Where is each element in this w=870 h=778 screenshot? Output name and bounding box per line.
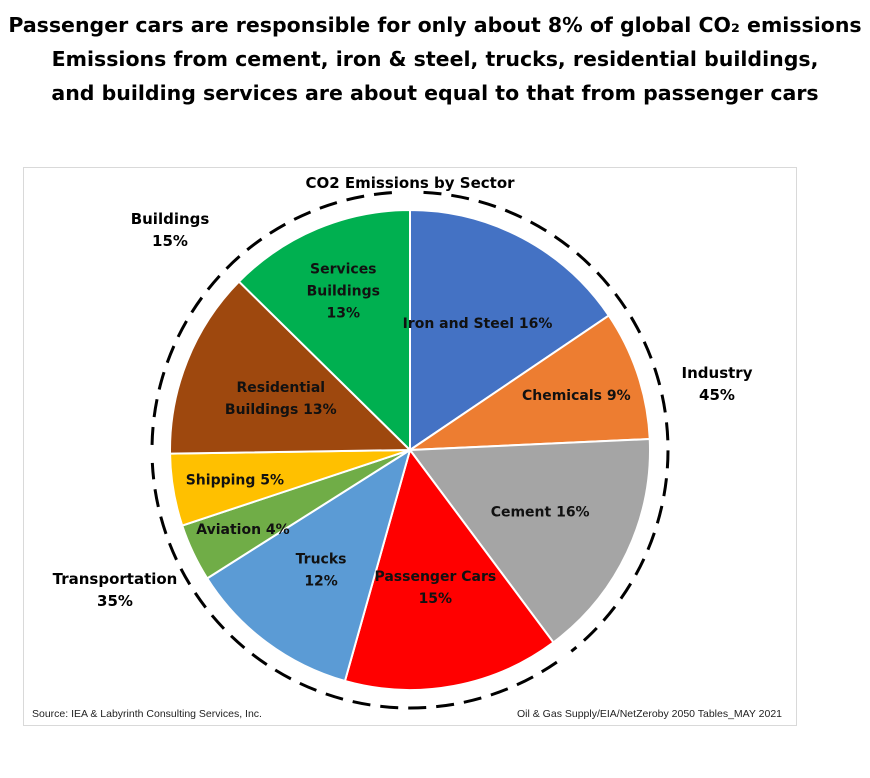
headline-line-2: Emissions from cement, iron & steel, tru… [51, 47, 819, 71]
slice-label-passenger: Passenger Cars 15% [374, 569, 496, 607]
pie-slice-trucks [205, 447, 412, 683]
slice-label-aviation: Aviation 4% [196, 522, 289, 538]
group-label-transportation: Transportation 35% [40, 568, 190, 612]
pie-slice-cement [408, 437, 651, 644]
group-name-buildings: Buildings [130, 210, 210, 228]
pie-slice-residential [169, 280, 413, 455]
headline-line-3: and building services are about equal to… [51, 81, 819, 105]
source-right: Oil & Gas Supply/EIA/NetZeroby 2050 Tabl… [517, 708, 782, 720]
group-label-industry: Industry 45% [672, 362, 762, 406]
slice-label-iron: Iron and Steel 16% [403, 316, 553, 332]
group-pct-buildings: 15% [152, 232, 188, 250]
pie-slice-passenger [343, 447, 555, 691]
chart-title: CO2 Emissions by Sector [305, 174, 515, 192]
source-left: Source: IEA & Labyrinth Consulting Servi… [32, 708, 262, 720]
group-name-transportation: Transportation [52, 570, 178, 588]
slice-label-residential: Residential Buildings 13% [225, 380, 337, 418]
pie-slice-services [237, 208, 411, 453]
group-pct-transportation: 35% [97, 592, 133, 610]
group-arc-industry [423, 190, 670, 653]
group-name-industry: Industry [681, 364, 753, 382]
headline: Passenger cars are responsible for only … [0, 8, 870, 110]
group-pct-industry: 45% [699, 386, 735, 404]
group-label-buildings: Buildings 15% [130, 208, 210, 252]
pie-slice-iron [409, 208, 611, 452]
slice-label-chemicals: Chemicals 9% [522, 388, 631, 404]
slice-label-shipping: Shipping 5% [186, 473, 284, 489]
pie-slice-chemicals [406, 314, 651, 452]
slice-label-trucks: Trucks 12% [296, 551, 347, 589]
group-arc-transportation [150, 462, 558, 710]
headline-line-1: Passenger cars are responsible for only … [8, 13, 862, 37]
slice-label-cement: Cement 16% [491, 505, 590, 521]
slice-label-services: Services Buildings 13% [307, 262, 380, 322]
